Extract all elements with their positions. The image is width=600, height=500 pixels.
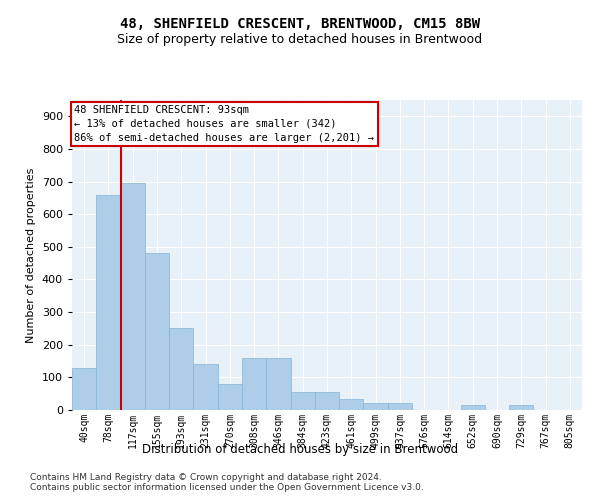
Text: Distribution of detached houses by size in Brentwood: Distribution of detached houses by size …: [142, 442, 458, 456]
Bar: [266, 358, 290, 410]
Bar: [242, 358, 266, 410]
Text: Contains public sector information licensed under the Open Government Licence v3: Contains public sector information licen…: [30, 482, 424, 492]
Text: 48 SHENFIELD CRESCENT: 93sqm
← 13% of detached houses are smaller (342)
86% of s: 48 SHENFIELD CRESCENT: 93sqm ← 13% of de…: [74, 105, 374, 143]
Text: 48, SHENFIELD CRESCENT, BRENTWOOD, CM15 8BW: 48, SHENFIELD CRESCENT, BRENTWOOD, CM15 …: [120, 18, 480, 32]
Bar: [145, 254, 169, 410]
Bar: [509, 405, 533, 410]
Bar: [364, 404, 388, 410]
Text: Size of property relative to detached houses in Brentwood: Size of property relative to detached ho…: [118, 32, 482, 46]
Bar: [121, 183, 145, 410]
Text: Contains HM Land Registry data © Crown copyright and database right 2024.: Contains HM Land Registry data © Crown c…: [30, 472, 382, 482]
Bar: [169, 328, 193, 410]
Bar: [193, 364, 218, 410]
Bar: [96, 194, 121, 410]
Bar: [315, 392, 339, 410]
Y-axis label: Number of detached properties: Number of detached properties: [26, 168, 36, 342]
Bar: [339, 398, 364, 410]
Bar: [290, 392, 315, 410]
Bar: [388, 404, 412, 410]
Bar: [218, 384, 242, 410]
Bar: [461, 405, 485, 410]
Bar: [72, 368, 96, 410]
